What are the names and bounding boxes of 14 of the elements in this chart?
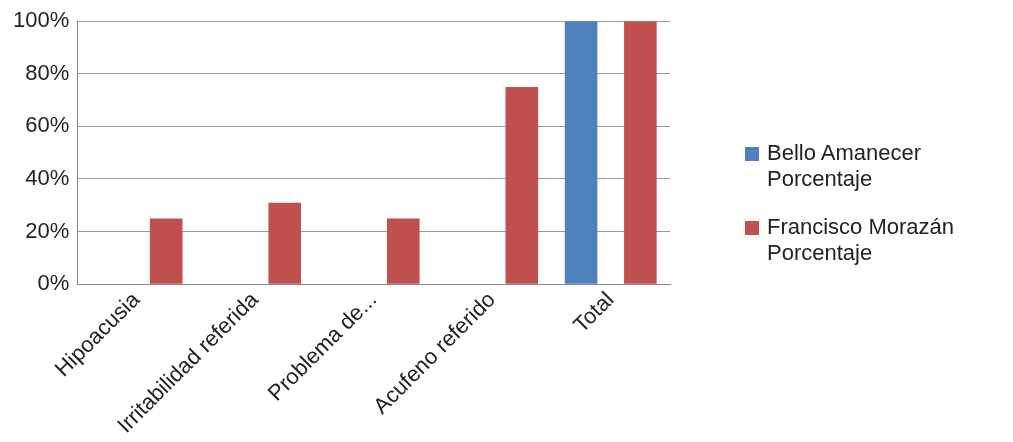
bar <box>149 218 183 284</box>
y-tick-label: 100% <box>12 7 70 33</box>
bar <box>564 21 598 284</box>
y-tick-label: 20% <box>25 217 70 243</box>
y-tick-label: 40% <box>25 165 70 191</box>
bar <box>268 202 302 284</box>
bar <box>505 86 539 284</box>
bar <box>624 21 657 284</box>
bar <box>386 218 420 284</box>
legend-label: Bello Amanecer Porcentaje <box>767 140 923 192</box>
y-tick-label: 0% <box>37 270 70 296</box>
y-tick-label: 60% <box>25 112 70 138</box>
legend-label: Francisco Morazán Porcentaje <box>767 214 956 266</box>
y-tick-label: 80% <box>25 59 70 85</box>
